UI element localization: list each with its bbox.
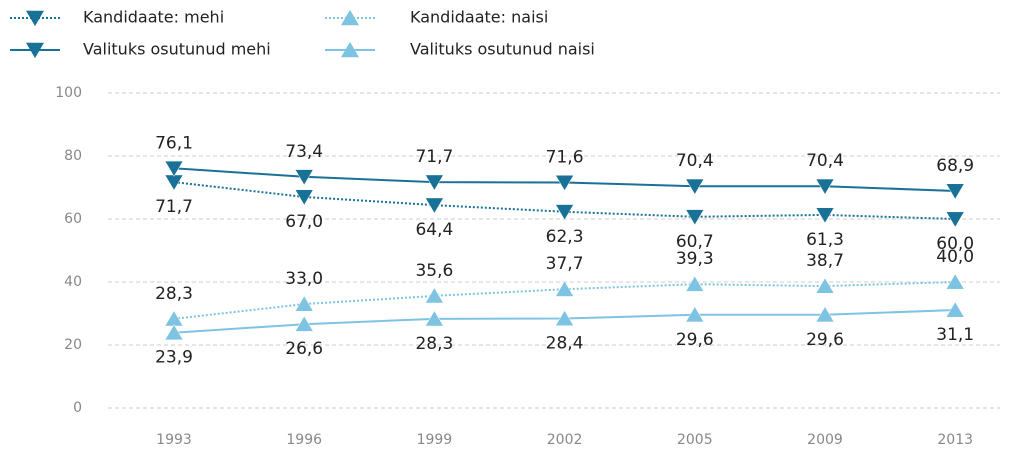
x-tick-label: 1996 (286, 432, 322, 448)
value-label: 40,0 (936, 247, 974, 267)
value-label: 70,4 (676, 151, 714, 171)
x-tick-label: 1999 (417, 432, 453, 448)
value-label: 23,9 (155, 348, 193, 368)
marker (555, 309, 575, 326)
value-label: 70,4 (806, 151, 844, 171)
value-label: 37,7 (546, 254, 584, 274)
x-tick-label: 1993 (156, 432, 192, 448)
marker (815, 277, 835, 294)
value-label: 71,7 (415, 147, 453, 167)
marker (294, 169, 314, 186)
y-tick-label: 40 (64, 274, 82, 290)
marker (424, 197, 444, 214)
value-label: 29,6 (806, 330, 844, 350)
value-label: 71,7 (155, 197, 193, 217)
x-tick-label: 2013 (937, 432, 973, 448)
marker (294, 315, 314, 332)
marker (685, 178, 705, 195)
value-label: 64,4 (415, 220, 453, 240)
value-label: 28,3 (415, 334, 453, 354)
marker (815, 178, 835, 195)
value-label: 62,3 (546, 227, 584, 247)
value-label: 71,6 (546, 147, 584, 167)
value-label: 73,4 (285, 142, 323, 162)
value-label: 76,1 (155, 133, 193, 153)
marker (164, 324, 184, 341)
marker (164, 174, 184, 191)
value-label: 35,6 (415, 261, 453, 281)
legend-label: Valituks osutunud mehi (83, 40, 271, 59)
marker (555, 175, 575, 192)
marker (294, 189, 314, 206)
marker (685, 306, 705, 323)
marker (815, 207, 835, 224)
value-label: 39,3 (676, 249, 714, 269)
legend-marker (341, 41, 359, 58)
legend-marker (341, 9, 359, 26)
legend-marker (26, 10, 44, 27)
marker (555, 280, 575, 297)
y-tick-label: 0 (73, 400, 82, 416)
marker (945, 273, 965, 290)
marker (685, 209, 705, 226)
marker (685, 275, 705, 292)
marker (424, 287, 444, 304)
marker (294, 295, 314, 312)
x-tick-label: 2009 (807, 432, 843, 448)
value-label: 68,9 (936, 156, 974, 176)
value-label: 26,6 (285, 339, 323, 359)
marker (164, 310, 184, 327)
y-tick-label: 100 (55, 85, 82, 101)
legend-marker (26, 42, 44, 59)
marker (555, 204, 575, 221)
value-label: 38,7 (806, 251, 844, 271)
x-tick-label: 2005 (677, 432, 713, 448)
value-label: 67,0 (285, 212, 323, 232)
x-tick-label: 2002 (547, 432, 583, 448)
marker (424, 310, 444, 327)
legend-label: Kandidaate: mehi (83, 8, 224, 27)
value-label: 33,0 (285, 269, 323, 289)
value-label: 28,3 (155, 284, 193, 304)
marker (424, 174, 444, 191)
marker (164, 160, 184, 177)
value-label: 31,1 (936, 325, 974, 345)
value-label: 60,7 (676, 232, 714, 252)
marker (945, 183, 965, 200)
y-tick-label: 60 (64, 211, 82, 227)
value-label: 29,6 (676, 330, 714, 350)
legend-label: Kandidaate: naisi (410, 8, 548, 27)
value-label: 28,4 (546, 334, 584, 354)
legend-label: Valituks osutunud naisi (410, 40, 595, 59)
marker (945, 301, 965, 318)
y-tick-label: 20 (64, 337, 82, 353)
value-label: 60,0 (936, 234, 974, 254)
value-label: 61,3 (806, 230, 844, 250)
marker (815, 306, 835, 323)
marker (945, 211, 965, 228)
y-tick-label: 80 (64, 148, 82, 164)
